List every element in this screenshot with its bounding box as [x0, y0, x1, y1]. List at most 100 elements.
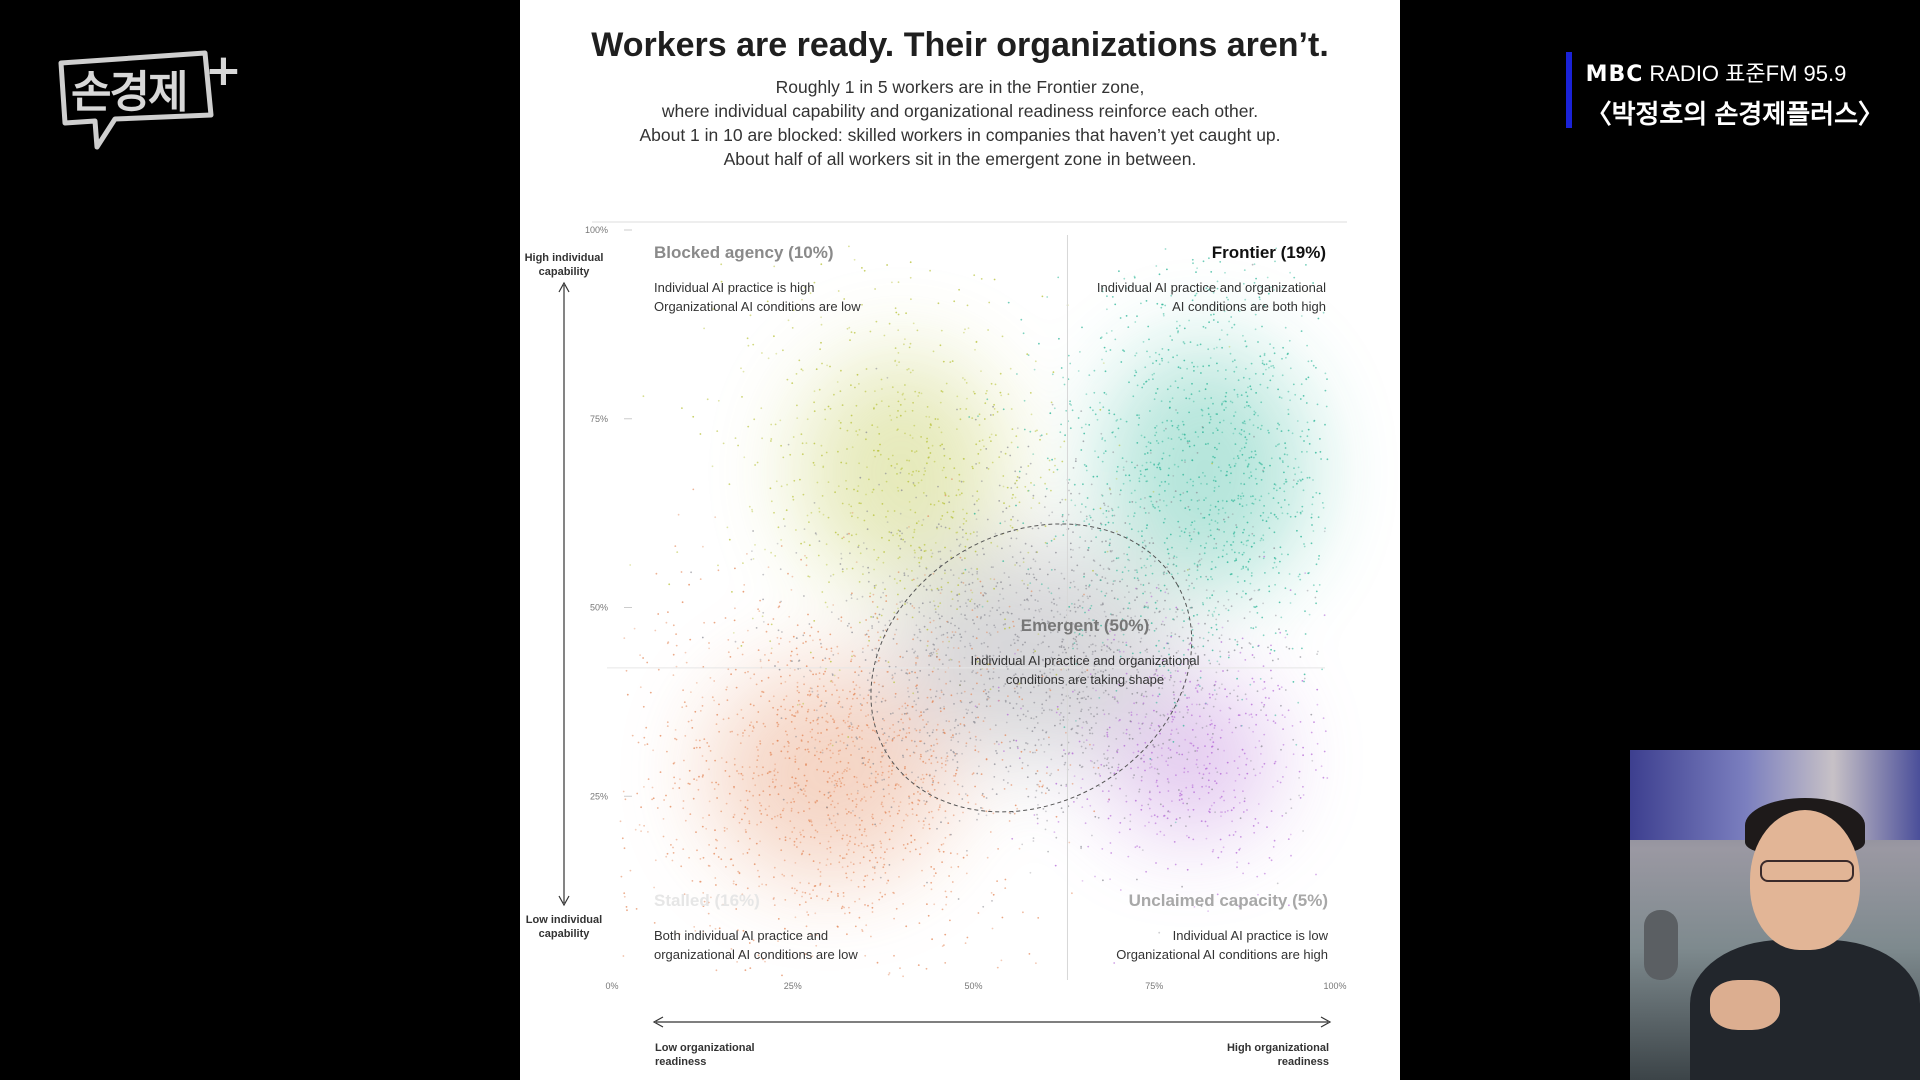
scatter-point-frontier — [1170, 438, 1173, 440]
scatter-point-blocked — [824, 408, 826, 411]
scatter-point-emergent — [965, 618, 968, 621]
scatter-point-blocked — [858, 462, 860, 465]
scatter-point-stalled — [857, 885, 860, 888]
scatter-point-emergent — [1124, 682, 1126, 685]
scatter-point-stalled — [830, 822, 833, 825]
scatter-point-stalled — [896, 783, 899, 785]
scatter-point-frontier — [1154, 507, 1156, 509]
scatter-point-emergent — [1037, 527, 1040, 530]
scatter-point-stalled — [848, 713, 851, 716]
scatter-point-blocked — [873, 449, 875, 452]
scatter-point-emergent — [1167, 781, 1170, 784]
scatter-point-frontier — [1213, 347, 1216, 350]
scatter-point-blocked — [832, 573, 835, 576]
scatter-point-stalled — [915, 745, 918, 748]
scatter-point-frontier — [1252, 495, 1254, 497]
scatter-point-frontier — [986, 398, 989, 401]
scatter-point-emergent — [1257, 589, 1260, 592]
scatter-point-blocked — [891, 386, 894, 389]
scatter-point-frontier — [1050, 539, 1053, 542]
scatter-point-stalled — [977, 912, 980, 914]
scatter-point-stalled — [871, 813, 874, 816]
scatter-point-frontier — [1225, 474, 1228, 477]
scatter-point-frontier — [1063, 383, 1066, 386]
scatter-point-emergent — [1235, 593, 1238, 595]
scatter-point-blocked — [947, 581, 949, 584]
scatter-point-stalled — [768, 700, 771, 702]
scatter-point-emergent — [1207, 535, 1210, 538]
scatter-point-stalled — [931, 783, 934, 786]
scatter-point-emergent — [1173, 697, 1176, 700]
scatter-point-stalled — [659, 771, 662, 773]
scatter-point-stalled — [842, 895, 845, 898]
scatter-point-stalled — [652, 797, 655, 800]
scatter-point-stalled — [640, 806, 642, 809]
scatter-point-frontier — [1242, 531, 1244, 534]
scatter-point-blocked — [910, 544, 912, 547]
scatter-point-frontier — [1133, 276, 1136, 279]
scatter-point-stalled — [695, 682, 698, 684]
scatter-point-unclaimed — [1273, 762, 1276, 765]
scatter-point-frontier — [1231, 360, 1234, 363]
scatter-point-blocked — [801, 369, 804, 372]
scatter-point-unclaimed — [1113, 962, 1116, 964]
scatter-point-unclaimed — [1313, 721, 1315, 723]
scatter-point-emergent — [1021, 624, 1024, 627]
scatter-point-emergent — [1244, 693, 1247, 696]
scatter-point-stalled — [752, 794, 754, 797]
scatter-point-emergent — [1200, 689, 1203, 691]
scatter-point-emergent — [1072, 570, 1075, 572]
scatter-point-emergent — [943, 705, 945, 708]
scatter-point-blocked — [873, 407, 875, 410]
scatter-point-emergent — [901, 739, 903, 742]
scatter-point-stalled — [818, 740, 821, 743]
scatter-point-frontier — [1317, 516, 1320, 519]
scatter-point-unclaimed — [1322, 717, 1325, 720]
scatter-point-stalled — [804, 953, 807, 955]
scatter-point-emergent — [1156, 768, 1159, 771]
scatter-point-frontier — [1226, 561, 1229, 564]
scatter-point-stalled — [922, 827, 924, 829]
scatter-point-frontier — [1139, 498, 1142, 500]
scatter-point-emergent — [915, 709, 918, 712]
scatter-point-frontier — [1277, 388, 1279, 391]
scatter-point-unclaimed — [1219, 797, 1222, 799]
scatter-point-emergent — [1016, 427, 1019, 430]
scatter-point-unclaimed — [1222, 670, 1224, 672]
scatter-point-emergent — [1080, 710, 1082, 713]
scatter-point-frontier — [1136, 577, 1139, 580]
scatter-point-frontier — [1307, 428, 1310, 431]
scatter-point-stalled — [790, 654, 792, 657]
scatter-point-stalled — [840, 616, 843, 619]
scatter-point-blocked — [825, 451, 828, 454]
scatter-point-stalled — [623, 895, 626, 898]
scatter-point-emergent — [1006, 668, 1009, 670]
scatter-point-stalled — [854, 655, 856, 658]
scatter-point-frontier — [1237, 581, 1239, 583]
scatter-point-frontier — [1236, 455, 1239, 457]
scatter-point-stalled — [772, 706, 774, 709]
scatter-point-emergent — [964, 617, 967, 620]
scatter-point-emergent — [1077, 679, 1079, 682]
scatter-point-stalled — [809, 634, 811, 637]
scatter-point-emergent — [902, 656, 904, 659]
scatter-point-blocked — [829, 365, 831, 368]
scatter-point-stalled — [1030, 590, 1033, 593]
scatter-point-emergent — [993, 624, 996, 627]
scatter-point-frontier — [1125, 420, 1128, 423]
scatter-point-frontier — [1296, 529, 1298, 532]
scatter-point-stalled — [629, 869, 632, 872]
scatter-point-frontier — [1209, 504, 1212, 507]
scatter-point-stalled — [814, 885, 817, 887]
scatter-point-frontier — [1263, 467, 1266, 469]
scatter-point-stalled — [736, 647, 739, 650]
scatter-point-emergent — [901, 532, 903, 535]
scatter-point-stalled — [848, 911, 851, 914]
scatter-point-frontier — [1115, 557, 1118, 560]
scatter-point-blocked — [956, 395, 959, 398]
scatter-point-stalled — [713, 621, 716, 624]
scatter-point-blocked — [909, 371, 912, 374]
scatter-point-stalled — [871, 601, 874, 603]
scatter-point-stalled — [906, 668, 909, 671]
scatter-point-stalled — [888, 793, 890, 795]
